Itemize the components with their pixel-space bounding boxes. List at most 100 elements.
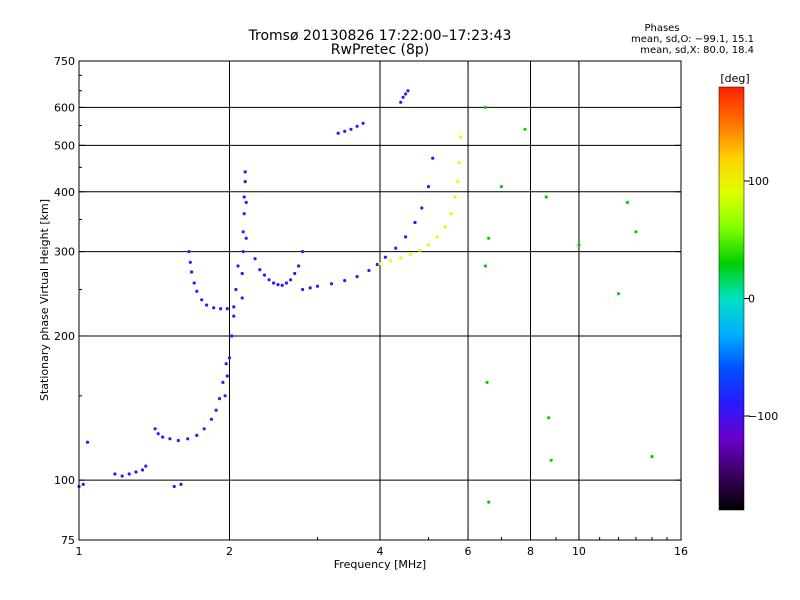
echo-point	[276, 283, 280, 287]
echo-point	[378, 262, 382, 266]
echo-point	[272, 281, 276, 285]
echo-point	[483, 264, 487, 268]
echo-point	[650, 455, 654, 459]
phase-stats-title: Phases	[644, 23, 679, 34]
echo-point	[241, 250, 245, 254]
echo-point	[487, 236, 491, 240]
y-axis-label: Stationary phase Virtual Height [km]	[38, 199, 51, 401]
x-tick-label: 2	[226, 545, 233, 558]
echo-point	[625, 200, 630, 204]
echo-point	[280, 283, 284, 287]
echo-point	[301, 250, 305, 254]
echo-point	[453, 195, 457, 199]
echo-point	[634, 230, 638, 234]
echo-point	[172, 484, 176, 489]
x-tick-label: 8	[527, 545, 534, 558]
echo-point	[205, 303, 209, 307]
echo-point	[485, 380, 489, 384]
echo-point	[293, 271, 297, 276]
echo-point	[188, 260, 192, 264]
echo-point	[301, 287, 305, 292]
echo-point	[404, 92, 408, 96]
echo-point	[420, 206, 424, 210]
echo-point	[127, 472, 131, 476]
y-axis: 75 100 200 300 400 500 600 750	[54, 55, 681, 547]
chart-subtitle: RwPretec (8p)	[331, 42, 429, 58]
y-tick-label: 200	[54, 330, 75, 343]
echo-point	[329, 282, 334, 286]
echo-point	[153, 427, 157, 431]
echo-point	[343, 279, 347, 283]
echo-point	[232, 305, 236, 309]
echo-point	[230, 334, 234, 338]
y-tick-label: 600	[54, 101, 75, 114]
echo-point	[544, 195, 548, 199]
echo-point	[217, 397, 222, 401]
grid-lines	[79, 61, 681, 540]
echo-point	[289, 278, 293, 282]
echo-point	[144, 464, 148, 468]
echo-point	[413, 220, 417, 225]
x-axis-label: Frequency [MHz]	[334, 558, 426, 571]
echo-point	[355, 124, 359, 128]
echo-point	[375, 262, 379, 267]
colorbar	[718, 86, 745, 511]
y-tick-label: 750	[54, 55, 75, 68]
echo-point	[408, 252, 412, 256]
echo-point	[156, 432, 160, 436]
x-tick-label: 4	[377, 545, 384, 558]
y-tick-label: 75	[61, 534, 75, 547]
chart-title: Tromsø 20130826 17:22:00–17:23:43	[248, 28, 512, 44]
echo-point	[244, 236, 248, 240]
echo-point	[192, 281, 196, 285]
x-axis: 1 2 4 6 8 10 16	[76, 61, 688, 558]
echo-point	[383, 255, 387, 259]
echo-point	[577, 243, 581, 247]
echo-point	[449, 212, 453, 216]
echo-point	[212, 306, 216, 310]
echo-point	[236, 264, 240, 268]
echo-point	[389, 259, 393, 263]
x-tick-label: 6	[465, 545, 472, 558]
echo-point	[243, 170, 247, 174]
echo-point	[113, 472, 117, 476]
echo-point	[483, 105, 487, 109]
echo-point	[523, 127, 527, 131]
echo-point	[499, 185, 504, 189]
x-tick-label: 16	[674, 545, 688, 558]
echo-point	[457, 161, 461, 165]
echo-point	[361, 121, 365, 125]
echo-point	[244, 200, 248, 204]
echo-point	[258, 268, 262, 272]
echo-point	[176, 438, 180, 443]
echo-point	[426, 243, 431, 247]
y-tick-label: 400	[54, 186, 75, 199]
echo-point	[284, 281, 289, 285]
echo-point	[394, 246, 398, 250]
echo-points	[77, 89, 654, 504]
echo-point	[431, 156, 435, 160]
echo-point	[134, 470, 138, 474]
phase-stats-x: mean, sd,X: 80.0, 18.4	[640, 45, 754, 56]
x-tick-label: 10	[572, 545, 586, 558]
echo-point	[209, 417, 213, 421]
echo-point	[404, 235, 408, 239]
echo-point	[240, 271, 244, 276]
colorbar-ticks: 100 0 −100	[744, 175, 778, 423]
echo-point	[225, 307, 229, 311]
echo-point	[85, 440, 90, 444]
echo-point	[616, 292, 621, 296]
echo-point	[202, 427, 206, 431]
echo-point	[262, 273, 267, 277]
echo-point	[161, 435, 165, 439]
echo-point	[343, 129, 347, 133]
echo-point	[195, 433, 199, 437]
colorbar-tick-label: −100	[748, 410, 778, 423]
echo-point	[253, 257, 257, 261]
y-tick-label: 500	[54, 139, 75, 152]
echo-point	[224, 362, 228, 366]
echo-point	[549, 458, 553, 462]
echo-point	[234, 287, 238, 292]
echo-point	[315, 284, 320, 288]
